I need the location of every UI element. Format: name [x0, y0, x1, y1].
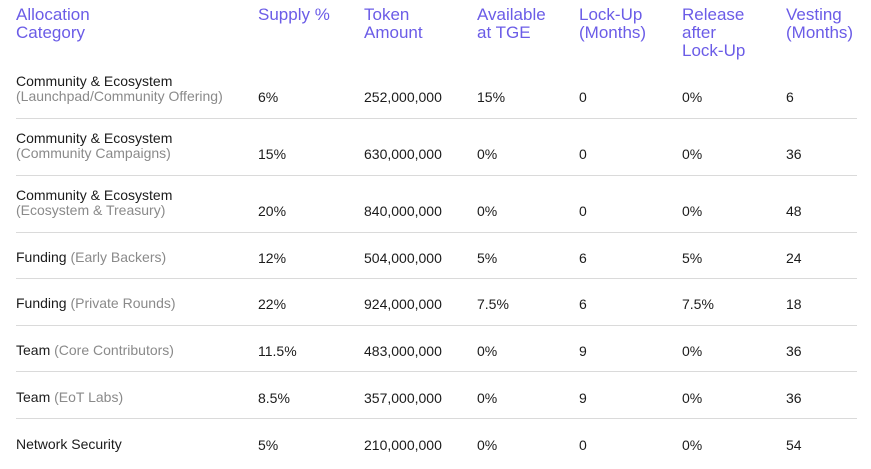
category-name: Funding [16, 295, 67, 311]
supply-cell: 6% [258, 89, 279, 105]
row-category: Community & Ecosystem (Ecosystem & Treas… [16, 188, 172, 218]
row-divider [16, 118, 857, 119]
header-token-amount: Token Amount [364, 5, 423, 42]
release-cell: 0% [682, 343, 703, 359]
tge-cell: 0% [477, 390, 498, 406]
tge-cell: 0% [477, 203, 498, 219]
category-name: Team [16, 342, 51, 358]
row-divider [16, 371, 857, 372]
header-lockup-months: Lock-Up (Months) [579, 5, 647, 42]
category-name: Community & Ecosystem [16, 73, 173, 89]
row-category: Team (Core Contributors) [16, 343, 174, 358]
lockup-cell: 9 [579, 390, 587, 406]
amount-cell: 357,000,000 [364, 390, 442, 406]
header-allocation-category: Allocation Category [16, 5, 90, 42]
category-name: Team [16, 389, 51, 405]
amount-cell: 630,000,000 [364, 146, 442, 162]
header-supply-percent: Supply % [258, 5, 330, 24]
release-cell: 0% [682, 390, 703, 406]
release-cell: 0% [682, 203, 703, 219]
row-category: Funding (Early Backers) [16, 250, 166, 265]
row-category: Team (EoT Labs) [16, 390, 123, 405]
amount-cell: 924,000,000 [364, 296, 442, 312]
vesting-cell: 36 [786, 343, 802, 359]
supply-cell: 15% [258, 146, 287, 162]
tge-cell: 0% [477, 437, 498, 453]
tge-cell: 7.5% [477, 296, 509, 312]
supply-cell: 12% [258, 250, 287, 266]
row-divider [16, 325, 857, 326]
category-detail: (Early Backers) [70, 249, 167, 265]
lockup-cell: 0 [579, 146, 587, 162]
release-cell: 0% [682, 437, 703, 453]
tge-cell: 0% [477, 343, 498, 359]
row-category: Community & Ecosystem (Community Campaig… [16, 131, 172, 161]
header-release-after-lockup: Release after Lock-Up [682, 5, 746, 60]
vesting-cell: 36 [786, 146, 802, 162]
lockup-cell: 6 [579, 296, 587, 312]
tge-cell: 0% [477, 146, 498, 162]
category-detail: (Core Contributors) [54, 342, 174, 358]
vesting-cell: 24 [786, 250, 802, 266]
lockup-cell: 0 [579, 437, 587, 453]
header-vesting-months: Vesting (Months) [786, 5, 854, 42]
row-divider [16, 278, 857, 279]
vesting-cell: 36 [786, 390, 802, 406]
tge-cell: 5% [477, 250, 498, 266]
amount-cell: 483,000,000 [364, 343, 442, 359]
category-detail: (Ecosystem & Treasury) [16, 202, 166, 218]
lockup-cell: 9 [579, 343, 587, 359]
supply-cell: 20% [258, 203, 287, 219]
amount-cell: 252,000,000 [364, 89, 442, 105]
row-category: Funding (Private Rounds) [16, 296, 176, 311]
lockup-cell: 0 [579, 203, 587, 219]
lockup-cell: 6 [579, 250, 587, 266]
category-name: Community & Ecosystem [16, 187, 173, 203]
supply-cell: 5% [258, 437, 279, 453]
supply-cell: 22% [258, 296, 287, 312]
supply-cell: 8.5% [258, 390, 290, 406]
lockup-cell: 0 [579, 89, 587, 105]
row-category: Community & Ecosystem (Launchpad/Communi… [16, 74, 223, 104]
vesting-cell: 48 [786, 203, 802, 219]
amount-cell: 504,000,000 [364, 250, 442, 266]
category-detail: (Community Campaigns) [16, 145, 171, 161]
release-cell: 5% [682, 250, 703, 266]
row-divider [16, 232, 857, 233]
release-cell: 0% [682, 89, 703, 105]
category-detail: (Private Rounds) [70, 295, 176, 311]
category-detail: (EoT Labs) [54, 389, 124, 405]
release-cell: 7.5% [682, 296, 714, 312]
amount-cell: 840,000,000 [364, 203, 442, 219]
vesting-cell: 54 [786, 437, 802, 453]
row-divider [16, 175, 857, 176]
category-name: Community & Ecosystem [16, 130, 173, 146]
vesting-cell: 18 [786, 296, 802, 312]
release-cell: 0% [682, 146, 703, 162]
row-divider [16, 418, 857, 419]
category-name: Funding [16, 249, 67, 265]
category-name: Network Security [16, 436, 122, 452]
tge-cell: 15% [477, 89, 506, 105]
vesting-cell: 6 [786, 89, 794, 105]
category-detail: (Launchpad/Community Offering) [16, 88, 223, 104]
amount-cell: 210,000,000 [364, 437, 442, 453]
header-available-at-tge: Available at TGE [477, 5, 546, 42]
row-category: Network Security [16, 437, 122, 452]
supply-cell: 11.5% [258, 343, 297, 359]
